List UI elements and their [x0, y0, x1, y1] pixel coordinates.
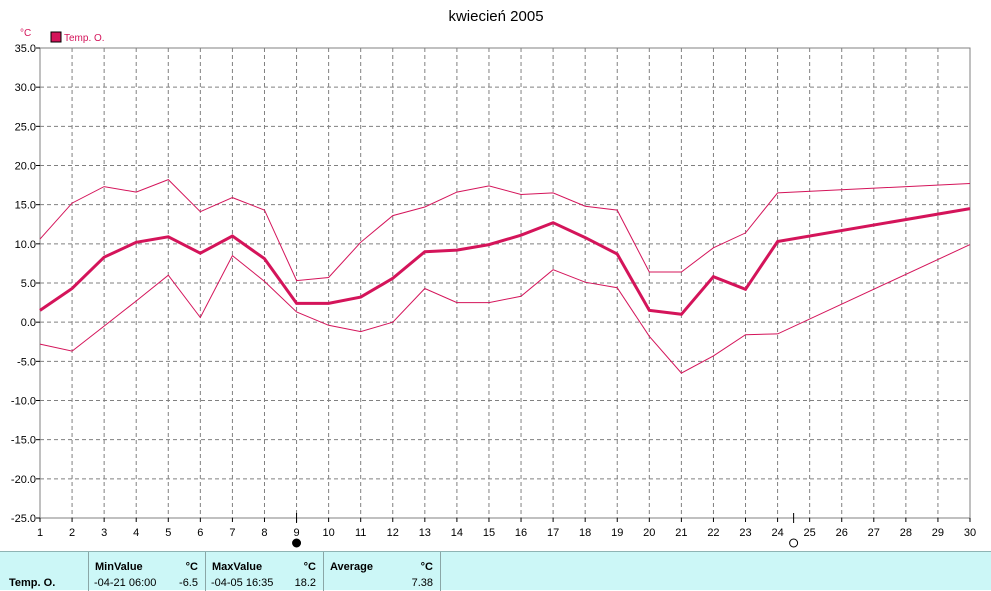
time-markers [292, 513, 799, 548]
stats-max-cell: MaxValue °C -04-05 16:35 18.2 [206, 552, 324, 591]
axis-ticks: 35.0 30.0 25.0 20.0 15.0 10.0 5.0 0.0 -5.0 -10.0 -… [11, 43, 976, 539]
min-unit: °C [185, 561, 198, 573]
grid-lines [39, 47, 971, 519]
x-tick-label: 3 [101, 527, 107, 539]
temperature-chart: kwiecień 2005 °C Temp. O. 35.030.025.020… [11, 8, 976, 548]
max-time: -04-05 16:35 [211, 577, 274, 589]
x-tick-label: 15 [483, 527, 495, 539]
x-tick-label: 16 [515, 527, 527, 539]
x-tick-label: 28 [900, 527, 912, 539]
x-tick-label: 18 [579, 527, 591, 539]
y-axis-unit: °C [20, 28, 31, 39]
y-tick-label: 15.0 [15, 200, 36, 212]
x-tick-label: 27 [868, 527, 880, 539]
x-tick-label: 26 [836, 527, 848, 539]
y-tick-label: 10.0 [15, 239, 36, 251]
min-value: -6.5 [179, 577, 198, 589]
open-circle-marker [789, 538, 799, 548]
x-tick-label: 1 [37, 527, 43, 539]
avg-unit: °C [420, 561, 433, 573]
avg-header: Average [330, 561, 374, 573]
series-line-max [39, 179, 971, 282]
x-tick-label: 2 [69, 527, 75, 539]
x-tick-label: 30 [964, 527, 976, 539]
min-time: -04-21 06:00 [94, 577, 157, 589]
x-tick-label: 9 [293, 527, 299, 539]
legend-swatch [50, 31, 62, 43]
x-tick-label: 6 [197, 527, 203, 539]
y-tick-label: 20.0 [15, 161, 36, 173]
y-tick-label: 0.0 [21, 317, 36, 329]
x-tick-label: 4 [133, 527, 139, 539]
x-tick-label: 13 [419, 527, 431, 539]
x-tick-label: 12 [387, 527, 399, 539]
y-tick-label: -10.0 [11, 396, 36, 408]
x-tick-label: 22 [707, 527, 719, 539]
filled-circle-marker [292, 538, 302, 548]
series-line-min [39, 244, 971, 374]
x-tick-label: 17 [547, 527, 559, 539]
x-tick-label: 25 [804, 527, 816, 539]
chart-title: kwiecień 2005 [448, 8, 543, 25]
stats-bar: Temp. O. MinValue °C -04-21 06:00 -6.5 M… [0, 551, 991, 591]
max-value: 18.2 [294, 577, 316, 589]
x-tick-label: 29 [932, 527, 944, 539]
x-tick-label: 14 [451, 527, 463, 539]
stats-series-label: Temp. O. [9, 577, 56, 589]
y-tick-label: 5.0 [21, 278, 36, 290]
y-tick-label: -15.0 [11, 435, 36, 447]
avg-value: 7.38 [411, 577, 433, 589]
x-tick-label: 24 [771, 527, 783, 539]
stats-series-cell: Temp. O. [0, 552, 89, 591]
max-header: MaxValue [212, 561, 263, 573]
min-header: MinValue [95, 561, 143, 573]
x-tick-label: 7 [229, 527, 235, 539]
stats-avg-cell: Average °C 7.38 [324, 552, 441, 591]
y-tick-label: -20.0 [11, 474, 36, 486]
y-tick-label: -25.0 [11, 513, 36, 525]
x-tick-label: 11 [355, 527, 366, 539]
max-unit: °C [303, 561, 316, 573]
x-tick-label: 20 [643, 527, 655, 539]
y-tick-label: 35.0 [15, 43, 36, 55]
y-tick-label: 30.0 [15, 82, 36, 94]
x-tick-label: 21 [675, 527, 687, 539]
x-tick-label: 10 [322, 527, 334, 539]
y-tick-label: 25.0 [15, 121, 36, 133]
legend-label: Temp. O. [64, 33, 105, 44]
series-lines [39, 179, 971, 374]
series-line-average [39, 207, 971, 316]
x-tick-label: 19 [611, 527, 623, 539]
x-tick-label: 5 [165, 527, 171, 539]
y-tick-label: -5.0 [17, 356, 36, 368]
stats-min-cell: MinValue °C -04-21 06:00 -6.5 [89, 552, 206, 591]
x-tick-label: 23 [739, 527, 751, 539]
x-tick-label: 8 [261, 527, 267, 539]
